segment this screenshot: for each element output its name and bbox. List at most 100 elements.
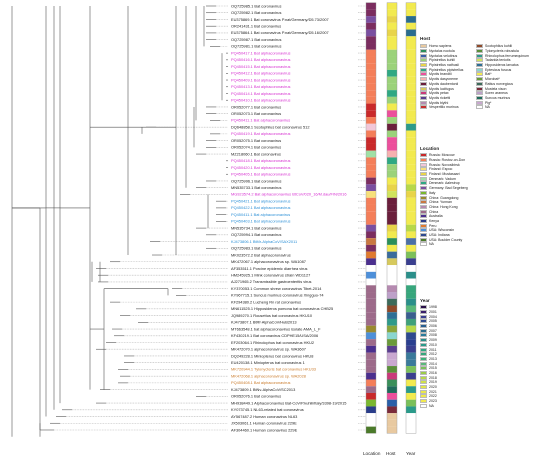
- year-legend-item: 2022: [420, 394, 437, 399]
- host-legend-swatch: [420, 49, 427, 54]
- host-legend-swatch: [420, 44, 427, 49]
- year-legend-swatch: [420, 385, 427, 390]
- location-tile: [366, 292, 376, 299]
- location-legend-swatch: [420, 242, 427, 247]
- year-legend-label: 2013: [429, 356, 437, 361]
- location-legend-item: Russia: Novosibirsk: [420, 162, 468, 167]
- host-tile: [387, 379, 397, 387]
- location-legend-swatch: [420, 181, 427, 186]
- host-tile: [387, 69, 397, 77]
- tip-label: KJ473809.1 BtNv-AlphaCoV/SC2013: [231, 387, 295, 392]
- location-legend-label: China: [429, 209, 439, 214]
- host-tile: [387, 9, 397, 17]
- tip-label: OR052075.1 Bat coronavirus: [231, 138, 281, 143]
- year-legend-title: Year: [420, 298, 430, 303]
- tip-label: AJ271965.2 Transmissible gastroenteritis…: [231, 279, 311, 284]
- tip-label: EU375869.1 Bat coronavirus P.nat/Germany…: [231, 17, 329, 22]
- year-tile: [406, 110, 416, 118]
- year-legend-item: 2009: [420, 338, 437, 343]
- location-tile: [366, 184, 376, 192]
- location-tile: [366, 399, 376, 407]
- host-tile: [387, 197, 397, 205]
- location-tile: [366, 332, 376, 340]
- year-legend-item: 2020: [420, 385, 437, 390]
- location-legend-label: Kenya: [429, 218, 439, 223]
- tip-label: DQ648858.1 Scotophilus bat coronavirus 5…: [231, 124, 310, 129]
- host-tile: [387, 96, 397, 104]
- tip-label: OQ725982.1 Bat coronavirus: [231, 10, 281, 15]
- year-tile: [406, 83, 416, 91]
- host-legend-label: Microbat*: [485, 77, 500, 82]
- year-legend-item: 2008: [420, 333, 437, 338]
- year-legend-label: 2010: [429, 342, 437, 347]
- column-caption-host: Host: [386, 451, 396, 456]
- year-legend-item: 2019: [420, 380, 437, 385]
- host-tile: [387, 170, 397, 178]
- year-legend-item: 2018: [420, 375, 437, 380]
- year-legend-item: NA: [420, 403, 437, 408]
- tip-label: OR241431.1 Bat coronavirus: [231, 23, 281, 28]
- location-legend-item: Finland: Mustasaari: [420, 172, 468, 177]
- tip-label: PQ450411.1 Bat alphacoronavirus: [231, 118, 290, 123]
- location-tile: [366, 43, 376, 50]
- year-tile: [406, 164, 416, 171]
- host-legend-swatch: [420, 81, 427, 86]
- tip-label: MT663548.1 bat alphacoronavirus isolate …: [231, 326, 321, 331]
- year-legend-swatch: [420, 361, 427, 366]
- host-legend-item: Nyctalus noctula: [420, 49, 463, 54]
- tip-label: OQ725981.1 Bat coronavirus: [231, 44, 281, 49]
- location-tile: [366, 123, 376, 131]
- year-legend-label: 2019: [429, 380, 437, 385]
- year-tile: [406, 16, 416, 23]
- year-tile: [406, 399, 416, 407]
- year-tile: [406, 29, 416, 37]
- annotation-column-frame: [386, 2, 398, 434]
- host-tile: [387, 271, 397, 279]
- tip-label: OR052073.1 Bat coronavirus: [231, 111, 281, 116]
- location-tile: [366, 130, 376, 138]
- location-legend-swatch: [420, 195, 427, 200]
- host-legend-item: Rattus norvegicus: [476, 81, 529, 87]
- tip-label: HM245925.1 Mink coronavirus strain WD112…: [231, 273, 310, 278]
- location-legend-item: China: Hong Kong: [420, 204, 468, 210]
- year-legend-label: 2006: [429, 324, 437, 329]
- host-tile: [387, 36, 397, 44]
- host-legend-swatch: [476, 105, 483, 110]
- host-tile: [387, 298, 397, 306]
- year-tile: [406, 36, 416, 44]
- tip-label: PQ450403.1 Bat alphacoronavirus: [231, 219, 291, 224]
- location-legend-label: Russia: Rostov-on-Don: [429, 158, 466, 163]
- year-legend-swatch: [420, 356, 427, 361]
- location-legend-items: Russia: Moscow Russia: Rostov-on-Don Russi…: [420, 153, 468, 247]
- host-tile: [387, 413, 397, 420]
- location-tile: [366, 9, 376, 17]
- host-tile: [387, 150, 397, 158]
- year-tile: [406, 366, 416, 373]
- host-legend-label: Sorex araneus: [485, 91, 508, 96]
- location-tile: [366, 413, 376, 420]
- tip-label: EU375864.1 Bat coronavirus P.nat/Germany…: [231, 30, 329, 35]
- location-legend-item: Peru: [420, 223, 468, 228]
- tip-label: MN611525.1 Hipposideros pomona bat coron…: [231, 306, 333, 311]
- year-tile: [406, 137, 416, 144]
- host-tile: [387, 164, 397, 171]
- year-legend-swatch: [420, 314, 427, 319]
- location-tile: [366, 76, 376, 84]
- host-legend-column-1: Homo sapiens Nyctalus noctula Nyctalus vel…: [420, 44, 463, 110]
- host-legend-label: Nyctalus velutinus: [429, 53, 458, 58]
- tip-label: MK023572.2 Bat alphacoronavirus: [231, 252, 291, 257]
- host-tile: [387, 90, 397, 97]
- location-tile: [366, 318, 376, 326]
- location-tile: [366, 352, 376, 360]
- year-legend-label: 1998: [429, 305, 437, 310]
- host-tile: [387, 406, 397, 414]
- location-legend-item: Finland: Espoo: [420, 167, 468, 172]
- year-tile: [406, 69, 416, 77]
- year-tile: [406, 392, 416, 400]
- host-legend-swatch: [476, 100, 483, 105]
- host-legend-item: Myotis blythi: [420, 100, 463, 105]
- year-legend-swatch: [420, 310, 427, 315]
- host-tile: [387, 16, 397, 23]
- location-legend-item: Denmark: Aalestrup: [420, 181, 468, 186]
